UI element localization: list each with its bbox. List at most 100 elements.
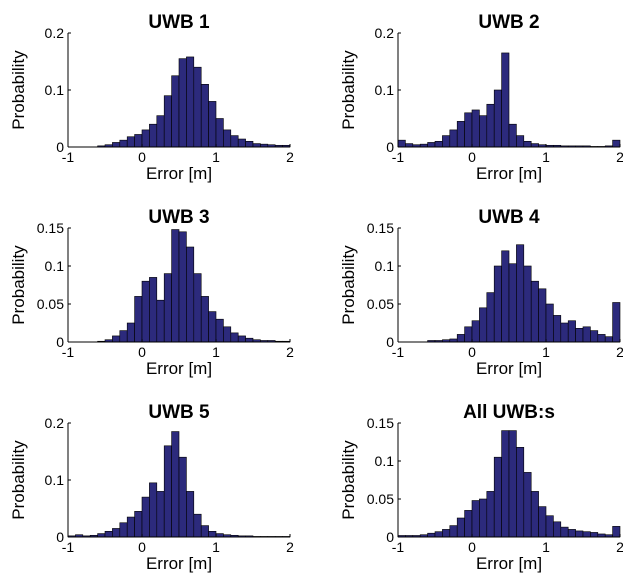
bar (590, 532, 599, 538)
bar (530, 491, 539, 538)
bar (126, 516, 135, 538)
x-tick-label: 2 (286, 149, 294, 165)
bar (405, 143, 414, 148)
bar (186, 56, 195, 148)
bar (171, 229, 180, 343)
bar (104, 530, 113, 538)
bar (486, 491, 495, 538)
y-axis-label: Probability (339, 245, 358, 325)
bar (193, 513, 202, 538)
bar (442, 135, 451, 148)
x-axis-label: Error [m] (476, 554, 542, 573)
x-tick-label: 0 (138, 344, 146, 360)
y-tick-label: 0.05 (367, 491, 394, 507)
y-tick-label: 0 (386, 529, 394, 545)
bar (530, 280, 539, 343)
bar (493, 456, 502, 538)
bar (464, 510, 473, 538)
bar (516, 447, 525, 538)
bar (442, 529, 451, 538)
bar (582, 531, 591, 538)
bar (567, 529, 576, 538)
bar (471, 320, 480, 343)
bar (119, 522, 128, 538)
y-tick-label: 0.1 (375, 453, 395, 469)
bar (208, 530, 217, 538)
y-tick-label: 0.1 (45, 258, 65, 274)
y-tick-label: 0.1 (375, 82, 395, 98)
y-tick-label: 0 (386, 139, 394, 155)
x-tick-label: 0 (138, 149, 146, 165)
bar (163, 273, 172, 343)
bar (508, 123, 517, 148)
bar (456, 121, 465, 148)
x-tick-label: -1 (62, 344, 75, 360)
bar (149, 123, 158, 148)
bar (223, 129, 232, 148)
x-tick-label: 0 (468, 149, 476, 165)
y-tick-label: 0 (56, 139, 64, 155)
bar (141, 280, 150, 343)
x-tick-label: 1 (542, 539, 550, 555)
bar (134, 511, 143, 538)
subplot-title: UWB 1 (148, 12, 210, 33)
bar (501, 250, 510, 343)
bar (156, 299, 165, 343)
bar (464, 112, 473, 148)
bar (545, 515, 554, 538)
y-axis-label: Probability (339, 440, 358, 520)
bar (553, 521, 562, 538)
bar (178, 231, 187, 343)
bar (223, 326, 232, 343)
subplot-title: UWB 4 (478, 207, 540, 228)
bar (427, 532, 436, 538)
bar (126, 136, 135, 148)
bar (523, 472, 532, 538)
bar (479, 498, 488, 538)
subplot-title: UWB 5 (148, 402, 210, 423)
y-tick-label: 0.2 (45, 25, 65, 41)
y-tick-label: 0.1 (375, 258, 395, 274)
x-tick-label: 0 (138, 539, 146, 555)
y-tick-label: 0.05 (37, 296, 64, 312)
bar (597, 334, 606, 343)
bar (245, 337, 254, 343)
y-tick-label: 0 (386, 334, 394, 350)
x-tick-label: 1 (212, 344, 220, 360)
bar (112, 142, 121, 148)
bar (434, 141, 443, 148)
bar (479, 307, 488, 343)
bar (237, 138, 246, 148)
bar (449, 525, 458, 538)
bar (538, 506, 547, 538)
bar (464, 326, 473, 343)
bar (200, 525, 209, 538)
bar (119, 330, 128, 343)
y-tick-label: 0.2 (45, 415, 65, 431)
bar (553, 315, 562, 343)
bar (156, 491, 165, 538)
x-tick-label: 2 (286, 539, 294, 555)
x-tick-label: 2 (616, 344, 623, 360)
bar (171, 75, 180, 148)
bar (230, 332, 239, 343)
bar (486, 292, 495, 343)
bar (456, 517, 465, 538)
bar (112, 528, 121, 538)
bar (119, 139, 128, 148)
x-tick-label: 2 (286, 344, 294, 360)
x-tick-label: 1 (542, 149, 550, 165)
bar (427, 142, 436, 148)
bar (193, 273, 202, 343)
y-tick-label: 0.15 (37, 220, 64, 236)
bar (590, 330, 599, 343)
bar (163, 445, 172, 538)
bar (501, 52, 510, 148)
x-axis-label: Error [m] (146, 359, 212, 378)
bar (508, 430, 517, 538)
bar (215, 118, 224, 148)
y-axis-label: Probability (9, 245, 28, 325)
bar (575, 530, 584, 538)
bar (582, 326, 591, 343)
